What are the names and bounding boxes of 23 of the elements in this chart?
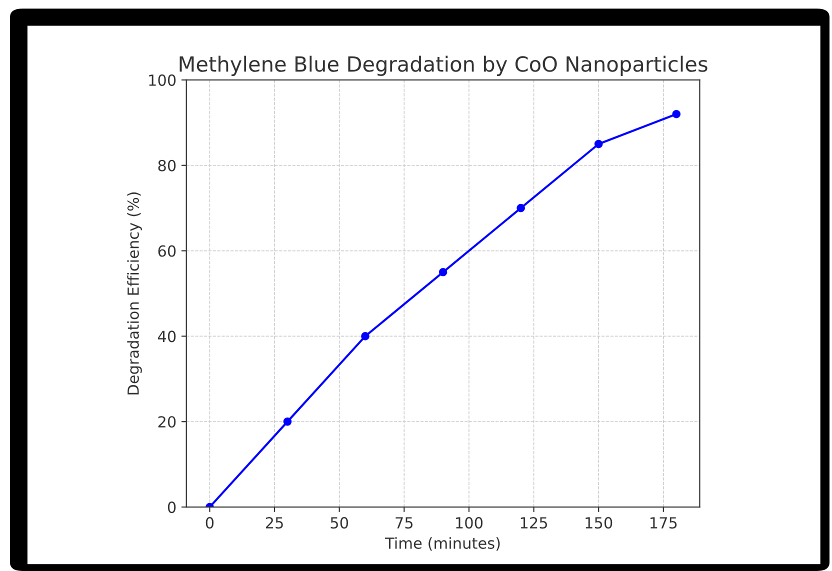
y-tick-label: 100 [149,74,176,86]
y-tick-label: 0 [168,502,176,514]
y-tick-label: 60 [158,245,176,257]
point [516,204,525,212]
y-tick-label: 80 [158,160,176,172]
point [283,417,292,426]
x-tick-label: 175 [650,517,677,529]
x-tick-label: 25 [266,517,283,529]
x-tick-label: 125 [520,517,548,529]
x-tick-label: 50 [330,517,348,529]
point [438,268,448,276]
y-tick-label: 20 [158,416,176,428]
x-axis-title: Time (minutes) [384,537,500,551]
x-tick-label: 0 [206,517,214,529]
x-tick-label: 75 [396,517,413,529]
point [672,110,681,118]
chart-title: Methylene Blue Degradation by CoO Nanoparticles [180,56,708,76]
x-tick-label: 150 [586,517,612,529]
y-tick-label: 40 [158,330,176,342]
x-tick-label: 100 [456,517,483,529]
y-axis-title: Degradation Efficiency (%) [127,192,142,394]
point [361,332,370,340]
point [594,140,603,148]
